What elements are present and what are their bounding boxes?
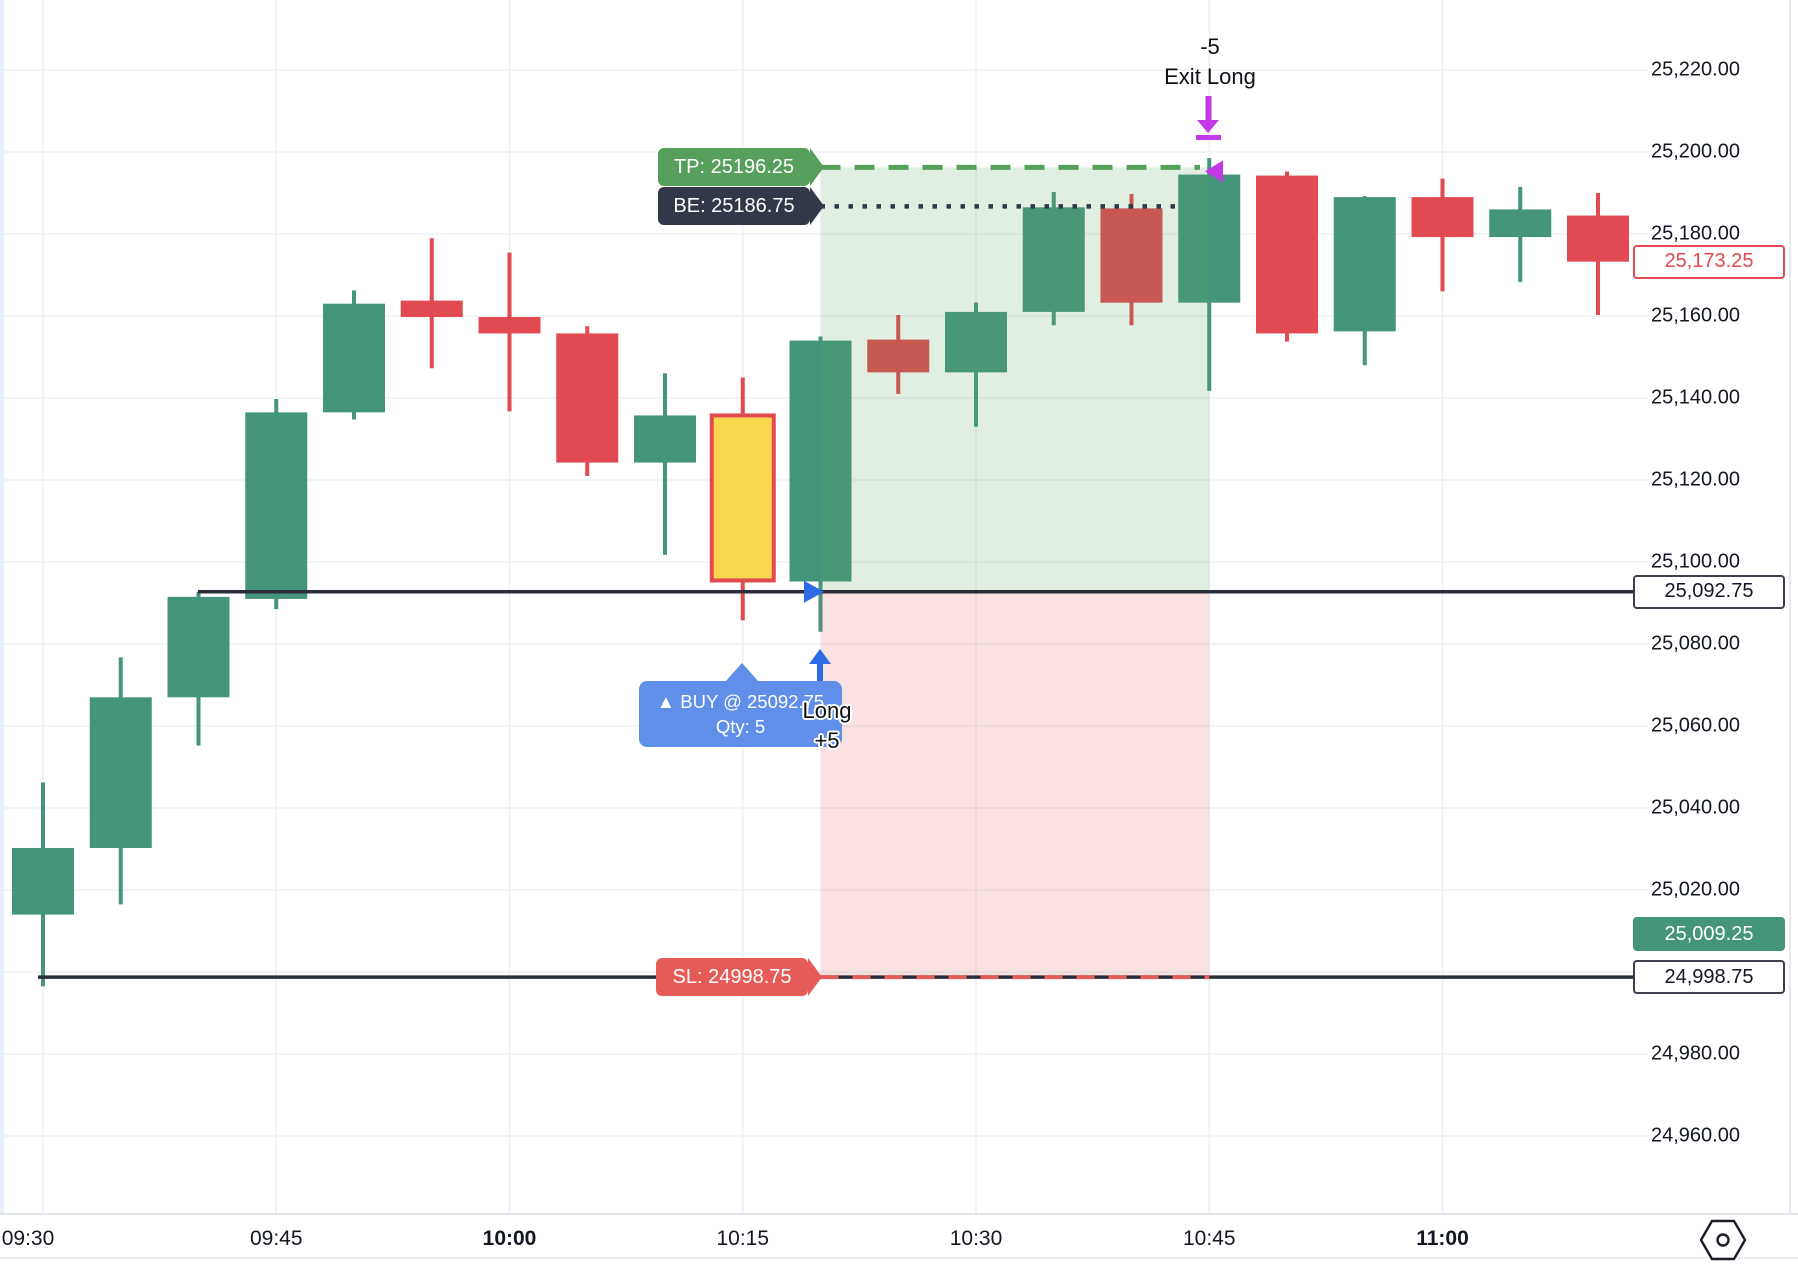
chart-plot-area[interactable] [0, 0, 1798, 1213]
time-axis-label: 10:00 [482, 1227, 537, 1250]
entry-fill-arrow-icon [804, 580, 824, 603]
price-scale-settings-icon[interactable] [1698, 1218, 1750, 1264]
buy-order-tooltip[interactable]: ▲ BUY @ 25092.75 Qty: 5 [639, 663, 842, 747]
candle-10:15 [709, 377, 776, 621]
exit-down-arrow-icon [1196, 96, 1221, 140]
candle-body [89, 697, 152, 848]
price-axis-label: 24,960.00 [1651, 1124, 1740, 1147]
candle-body [167, 596, 230, 698]
hexagon-inner-circle [1716, 1233, 1730, 1247]
stop-price-badge: 24,998.75 [1633, 960, 1785, 995]
candle-09:55 [400, 238, 463, 369]
candle-10:10 [634, 373, 696, 555]
candle-body [867, 339, 930, 373]
buy-order-tooltip-qty: Qty: 5 [715, 716, 766, 737]
exit-fill-arrow-icon [1205, 160, 1223, 183]
candles-series [12, 158, 1629, 987]
entry-marker-label-qty: +5 [814, 728, 840, 753]
candle-body [1256, 175, 1318, 334]
bottom-edge-line [0, 1257, 1798, 1259]
candle-body [323, 303, 385, 413]
price-axis-label: 25,080.00 [1651, 632, 1740, 655]
candle-10:20 [789, 336, 852, 632]
price-axis-label: 25,020.00 [1651, 878, 1740, 901]
candle-09:40 [167, 591, 230, 746]
candle-body [1567, 215, 1629, 262]
break-even-tag[interactable]: BE: 25186.75 [658, 187, 824, 226]
candle-10:25 [867, 314, 930, 394]
candle-10:35 [1022, 191, 1085, 326]
candle-body [400, 300, 463, 318]
stop-loss-tag[interactable]: SL: 24998.75 [656, 958, 822, 997]
time-axis-label: 09:30 [1, 1227, 55, 1250]
candle-09:30 [12, 782, 74, 987]
price-axis-label: 25,180.00 [1651, 222, 1740, 245]
exit-marker-label-qty: -5 [1200, 34, 1220, 59]
buy-up-arrow-icon[interactable] [809, 649, 831, 690]
candle-body [478, 317, 541, 334]
candle-10:40 [1100, 194, 1163, 326]
hexagon-shape [1699, 1219, 1747, 1261]
candle-10:45 [1178, 158, 1241, 391]
candle-body [12, 847, 74, 915]
current-price-badge: 25,173.25 [1633, 244, 1785, 279]
loss-zone [820, 591, 1210, 978]
candle-11:10 [1567, 193, 1629, 315]
profit-zone [820, 167, 1210, 592]
time-axis-label: 10:45 [1182, 1227, 1236, 1250]
break-even-tag-label: BE: 25186.75 [673, 194, 795, 217]
take-profit-tag-label: TP: 25196.25 [673, 155, 795, 178]
time-axis-label: 09:45 [249, 1227, 303, 1250]
candle-body [245, 412, 308, 599]
exit-marker-label-side: Exit Long [1164, 64, 1256, 89]
candle-body [634, 415, 696, 463]
time-axis-label: 10:30 [949, 1227, 1003, 1250]
entry-marker-label-side: Long [802, 698, 852, 723]
candle-11:05 [1489, 186, 1552, 283]
candle-body [1333, 197, 1396, 332]
candle-11:00 [1411, 178, 1474, 292]
time-axis-separator [0, 1213, 1798, 1215]
candle-10:30 [945, 302, 1007, 427]
candle-10:00 [478, 252, 541, 412]
price-axis-label: 25,160.00 [1651, 304, 1740, 327]
time-axis-label: 10:15 [716, 1227, 770, 1250]
candle-09:45 [245, 399, 308, 610]
buy-order-tooltip-price: ▲ BUY @ 25092.75 [656, 690, 825, 712]
price-axis-label: 25,140.00 [1651, 386, 1740, 409]
price-axis-label: 24,980.00 [1651, 1042, 1740, 1065]
right-edge-line [1789, 0, 1791, 1213]
candle-body [1489, 209, 1552, 238]
candle-body [789, 340, 852, 582]
candle-09:50 [323, 290, 385, 420]
price-axis-label: 25,100.00 [1651, 550, 1740, 573]
take-profit-tag[interactable]: TP: 25196.25 [658, 148, 824, 187]
price-axis-label: 25,200.00 [1651, 140, 1740, 163]
price-axis-label: 25,120.00 [1651, 468, 1740, 491]
left-edge-panel [0, 0, 4, 1213]
stop-loss-tag-label: SL: 24998.75 [672, 965, 792, 988]
candle-10:50 [1256, 171, 1318, 342]
candle-09:35 [89, 657, 152, 905]
candle-body [709, 413, 776, 583]
candle-body [1022, 207, 1085, 312]
price-axis-label: 25,060.00 [1651, 714, 1740, 737]
candle-body [1100, 208, 1163, 303]
entry-price-badge: 25,092.75 [1633, 574, 1785, 609]
time-axis-label: 11:00 [1416, 1227, 1469, 1250]
price-axis-label: 25,040.00 [1651, 796, 1740, 819]
candle-body [1178, 174, 1241, 303]
candle-10:55 [1333, 196, 1396, 366]
candle-10:05 [556, 326, 619, 476]
price-axis-label: 25,220.00 [1651, 58, 1740, 81]
candle-body [556, 333, 619, 463]
mark-price-badge: 25,009.25 [1633, 917, 1785, 952]
candle-body [1411, 197, 1474, 238]
candle-body [945, 311, 1007, 373]
